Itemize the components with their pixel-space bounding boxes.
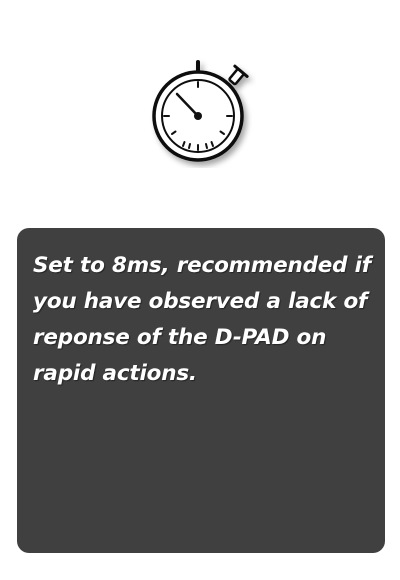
info-description: Set to 8ms, recommended if you have obse… [33, 253, 371, 386]
info-card: Set to 8ms, recommended if you have obse… [17, 228, 385, 553]
stopwatch-icon [148, 56, 256, 168]
stopwatch-graphic [152, 60, 249, 162]
